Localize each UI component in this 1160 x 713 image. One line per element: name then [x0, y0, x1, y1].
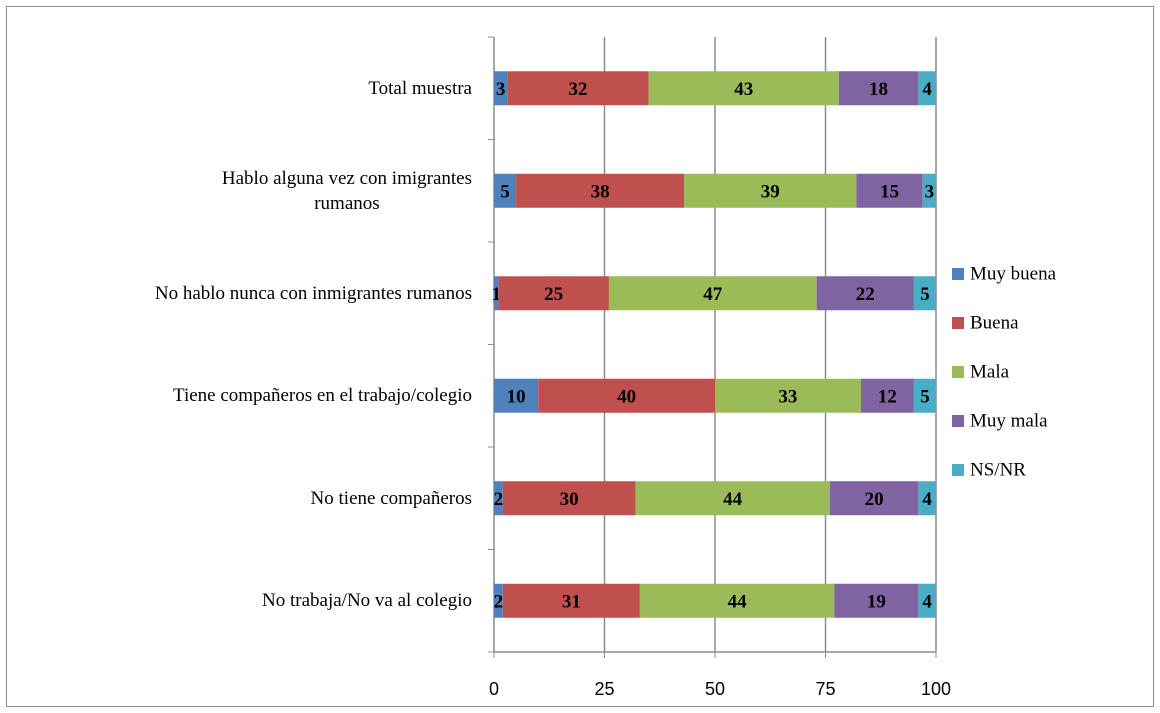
data-label: 47: [703, 284, 723, 305]
bar-segment: [502, 583, 640, 618]
legend-swatch: [952, 366, 964, 378]
legend-swatch: [952, 464, 964, 476]
frame: [6, 6, 1154, 707]
data-label: 3: [496, 79, 506, 100]
legend-label: NS/NR: [970, 460, 1026, 481]
bar-segment: [494, 583, 503, 618]
x-tick-label: 50: [705, 679, 725, 699]
bar-segment: [816, 276, 914, 311]
data-label: 1: [491, 284, 501, 305]
legend-label: Muy mala: [970, 411, 1048, 432]
data-label: 43: [734, 79, 753, 100]
data-label: 20: [865, 489, 884, 510]
bar-segment: [502, 481, 636, 516]
category-label: Total muestra: [368, 77, 472, 99]
data-label: 31: [562, 591, 581, 612]
data-label: 19: [867, 591, 886, 612]
bar-segment: [834, 583, 919, 618]
data-label: 30: [560, 489, 579, 510]
x-tick-label: 0: [489, 679, 499, 699]
legend-swatch: [952, 317, 964, 329]
bar-segment: [494, 173, 517, 208]
legend-label: Mala: [970, 362, 1010, 383]
legend-label: Muy buena: [970, 264, 1057, 285]
bar-segment: [918, 71, 936, 106]
bar-segment: [913, 378, 936, 413]
data-label: 4: [922, 79, 932, 100]
data-label: 18: [869, 79, 888, 100]
x-tick-label: 25: [594, 679, 614, 699]
category-label: Tiene compañeros en el trabajo/colegio: [173, 385, 472, 407]
data-label: 5: [920, 284, 930, 305]
bar-segment: [913, 276, 936, 311]
data-label: 15: [880, 181, 899, 202]
bar-segment: [494, 378, 539, 413]
category-label: No trabaja/No va al colegio: [262, 590, 472, 612]
data-label: 3: [925, 181, 935, 202]
data-label: 4: [922, 591, 932, 612]
bar-segment: [684, 173, 857, 208]
bar-segment: [860, 378, 914, 413]
bar-segment: [829, 481, 919, 516]
bar-segment: [498, 276, 609, 311]
data-label: 5: [920, 386, 930, 407]
data-label: 12: [878, 386, 897, 407]
bar-segment: [494, 276, 499, 311]
bar-segment: [494, 71, 508, 106]
bar-segment: [507, 71, 649, 106]
legend-label: Buena: [970, 313, 1019, 334]
bar-segment: [715, 378, 861, 413]
category-label: No tiene compañeros: [310, 487, 472, 509]
data-label: 40: [617, 386, 636, 407]
bar-segment: [608, 276, 817, 311]
legend-swatch: [952, 415, 964, 427]
data-label: 33: [778, 386, 797, 407]
bar-segment: [648, 71, 839, 106]
data-label: 32: [568, 79, 587, 100]
data-label: 5: [500, 181, 510, 202]
legend-swatch: [952, 268, 964, 280]
data-label: 39: [761, 181, 780, 202]
bar-segment: [538, 378, 715, 413]
data-label: 2: [494, 591, 504, 612]
category-label: No hablo nunca con inmigrantes rumanos: [154, 282, 472, 304]
bar-segment: [494, 481, 503, 516]
x-tick-label: 75: [815, 679, 835, 699]
data-label: 25: [544, 284, 563, 305]
data-label: 10: [507, 386, 526, 407]
x-tick-label: 100: [921, 679, 951, 699]
bar-segment: [922, 173, 936, 208]
data-label: 4: [922, 489, 932, 510]
data-label: 44: [723, 489, 743, 510]
bar-segment: [918, 481, 936, 516]
bar-segment: [639, 583, 835, 618]
bar-segment: [516, 173, 685, 208]
bar-segment: [918, 583, 936, 618]
bar-segment: [838, 71, 919, 106]
bar-segment: [635, 481, 830, 516]
bar-segment: [856, 173, 923, 208]
data-label: 2: [494, 489, 504, 510]
data-label: 38: [591, 181, 610, 202]
category-label: Hablo alguna vez con imigrantes rumanos: [221, 167, 472, 214]
data-label: 22: [856, 284, 875, 305]
data-label: 44: [728, 591, 748, 612]
